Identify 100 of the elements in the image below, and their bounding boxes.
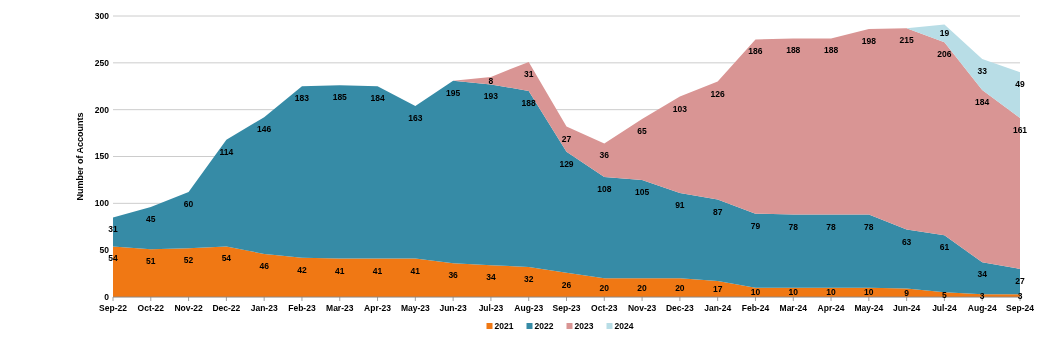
x-tick-label: Jul-23: [478, 303, 504, 313]
data-label: 9: [904, 287, 910, 298]
data-label: 49: [1015, 79, 1025, 90]
data-label: 41: [335, 265, 345, 276]
legend-label: 2023: [574, 320, 594, 331]
data-label: 126: [710, 88, 726, 99]
data-label: 10: [826, 287, 837, 298]
data-label: 91: [675, 200, 685, 211]
data-label: 20: [599, 282, 610, 293]
x-tick-label: Apr-24: [817, 303, 845, 313]
data-label: 20: [675, 282, 685, 293]
legend-label: 2022: [534, 320, 554, 331]
data-label: 8: [488, 75, 494, 86]
data-label: 161: [1012, 125, 1028, 136]
y-tick-label: 300: [94, 10, 110, 21]
data-label: 60: [183, 199, 194, 210]
y-tick-label: 50: [99, 245, 110, 256]
data-label: 146: [257, 124, 272, 135]
data-label: 215: [899, 35, 914, 46]
data-label: 36: [599, 150, 610, 161]
x-tick-label: Nov-22: [174, 303, 204, 313]
data-label: 5: [942, 289, 948, 300]
data-label: 41: [410, 265, 421, 276]
x-tick-label: Feb-23: [288, 303, 316, 313]
data-label: 54: [221, 253, 232, 264]
x-tick-label: Mar-24: [779, 303, 808, 313]
x-tick-label: Sep-24: [1006, 303, 1035, 313]
data-label: 78: [826, 221, 837, 232]
data-label: 87: [712, 206, 723, 217]
data-label: 129: [559, 158, 574, 169]
x-tick-label: Sep-22: [99, 303, 128, 313]
data-label: 26: [561, 279, 572, 290]
x-tick-label: May-23: [400, 303, 431, 313]
data-label: 54: [108, 253, 118, 264]
data-label: 108: [597, 184, 612, 195]
x-tick-label: Oct-22: [137, 303, 165, 313]
data-label: 20: [637, 282, 648, 293]
data-label: 33: [977, 66, 988, 77]
data-label: 185: [332, 92, 348, 103]
x-tick-label: Nov-23: [627, 303, 657, 313]
x-tick-label: Jan-24: [704, 303, 732, 313]
data-label: 10: [750, 287, 761, 298]
data-label: 105: [634, 186, 650, 197]
x-tick-label: Jun-24: [892, 303, 921, 313]
data-label: 184: [370, 93, 385, 104]
y-tick-label: 0: [104, 291, 110, 302]
data-label: 188: [823, 45, 839, 56]
data-label: 65: [637, 126, 648, 137]
data-label: 31: [523, 68, 534, 79]
data-label: 61: [939, 242, 950, 253]
data-label: 186: [748, 46, 763, 57]
data-label: 46: [259, 260, 270, 271]
data-label: 63: [901, 236, 912, 247]
x-tick-label: Jun-23: [439, 303, 468, 313]
data-label: 79: [750, 220, 761, 231]
data-label: 34: [486, 272, 496, 283]
x-tick-label: Feb-24: [741, 303, 770, 313]
x-tick-label: Aug-24: [967, 303, 997, 313]
y-tick-label: 100: [94, 198, 110, 209]
data-label: 34: [977, 269, 988, 280]
data-label: 114: [219, 146, 234, 157]
x-tick-label: May-24: [854, 303, 884, 313]
data-label: 17: [712, 284, 723, 295]
data-label: 163: [408, 112, 423, 123]
data-label: 193: [483, 91, 499, 102]
data-label: 10: [788, 287, 799, 298]
legend-label: 2024: [614, 320, 634, 331]
x-tick-label: Dec-22: [212, 303, 241, 313]
y-tick-label: 200: [94, 104, 110, 115]
data-label: 10: [864, 287, 874, 298]
data-label: 183: [294, 93, 310, 104]
x-tick-label: Jul-24: [932, 303, 957, 313]
x-tick-label: Oct-23: [591, 303, 618, 313]
data-label: 41: [372, 265, 383, 276]
x-tick-label: Jan-23: [250, 303, 278, 313]
data-label: 78: [864, 221, 874, 232]
data-label: 19: [939, 28, 950, 39]
data-label: 188: [786, 45, 801, 56]
data-label: 103: [672, 103, 688, 114]
data-label: 32: [523, 274, 534, 284]
y-axis-title: Number of Accounts: [75, 112, 85, 201]
data-label: 78: [788, 221, 799, 232]
data-label: 52: [183, 255, 194, 266]
data-label: 198: [861, 36, 877, 47]
x-tick-label: Apr-23: [364, 303, 392, 313]
x-tick-label: Sep-23: [552, 303, 581, 313]
x-tick-label: Dec-23: [665, 303, 695, 313]
data-label: 31: [108, 224, 118, 235]
data-label: 195: [446, 87, 461, 98]
data-label: 51: [146, 256, 156, 267]
data-label: 184: [975, 96, 990, 107]
data-label: 27: [1015, 275, 1025, 286]
data-label: 27: [561, 133, 572, 144]
y-tick-label: 250: [94, 57, 110, 68]
data-label: 206: [937, 49, 952, 60]
data-label: 45: [146, 214, 156, 225]
data-label: 3: [979, 290, 985, 301]
data-label: 42: [297, 264, 307, 275]
data-label: 3: [1017, 290, 1023, 301]
data-label: 36: [448, 270, 459, 281]
